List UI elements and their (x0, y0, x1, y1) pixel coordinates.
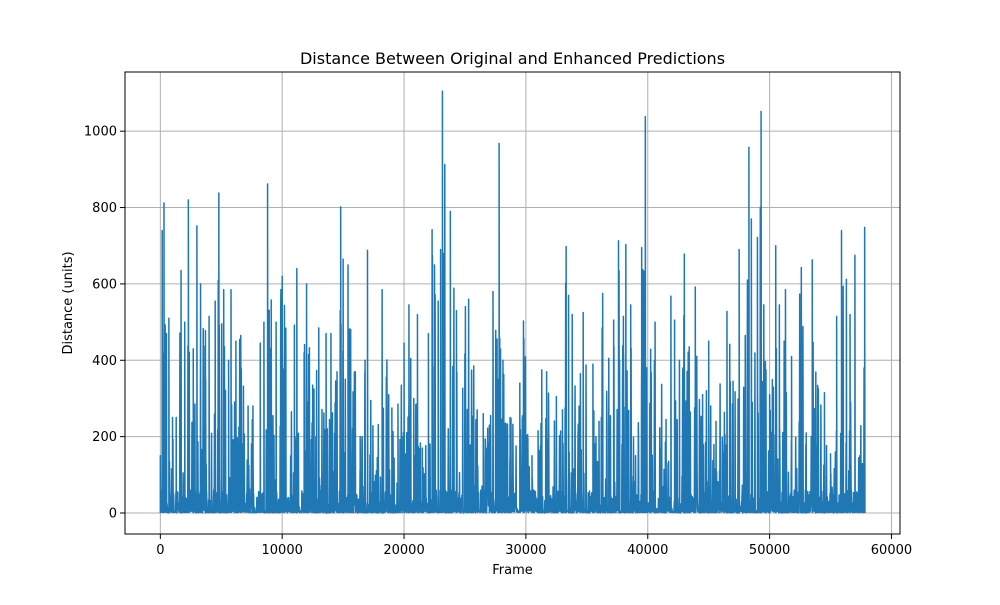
x-axis: 0 10000 20000 30000 40000 50000 60000 (156, 534, 912, 558)
y-axis-label: Distance (units) (61, 251, 76, 354)
x-tick-label: 60000 (871, 543, 912, 558)
series-layer (159, 90, 866, 514)
y-tick-label: 200 (92, 430, 117, 445)
chart-title: Distance Between Original and Enhanced P… (300, 49, 725, 68)
series-line (159, 90, 866, 514)
x-tick-label: 30000 (505, 543, 546, 558)
x-axis-label: Frame (492, 563, 533, 578)
x-tick-label: 20000 (383, 543, 424, 558)
y-tick-label: 1000 (84, 125, 117, 140)
x-tick-label: 40000 (627, 543, 668, 558)
x-tick-label: 50000 (749, 543, 790, 558)
x-tick-label: 10000 (262, 543, 303, 558)
plot-frame (124, 71, 901, 535)
y-tick-label: 800 (92, 201, 117, 216)
y-tick-label: 0 (109, 507, 117, 522)
x-tick-label: 0 (156, 543, 164, 558)
y-tick-label: 400 (92, 354, 117, 369)
y-axis: 0 200 400 600 800 1000 (84, 125, 125, 522)
y-tick-label: 600 (92, 277, 117, 292)
